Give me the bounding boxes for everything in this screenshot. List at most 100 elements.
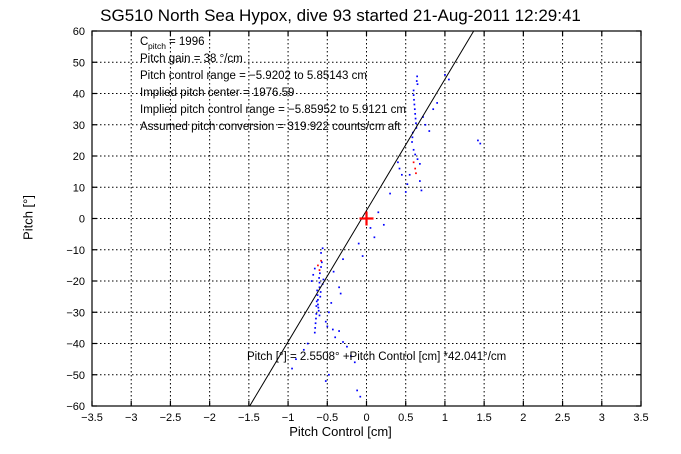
data-point bbox=[317, 298, 319, 301]
data-point bbox=[416, 75, 418, 78]
data-point bbox=[322, 278, 325, 281]
data-point bbox=[420, 189, 423, 192]
data-point bbox=[318, 281, 321, 284]
data-point bbox=[319, 291, 322, 293]
x-tick-label: −3 bbox=[125, 412, 138, 424]
data-point bbox=[415, 80, 418, 82]
data-point bbox=[339, 292, 342, 295]
annotation-equation: Pitch [°] = 2.5508° +Pitch Control [cm] … bbox=[247, 351, 506, 363]
data-point bbox=[414, 113, 417, 115]
x-tick-label: −3.5 bbox=[81, 412, 103, 424]
y-axis-label: Pitch [°] bbox=[20, 195, 36, 240]
x-tick-label: −2 bbox=[203, 412, 216, 424]
y-tick-label: 20 bbox=[73, 151, 85, 163]
data-point bbox=[315, 305, 318, 307]
annotation-line-1-subscript: pitch bbox=[148, 41, 166, 51]
y-tick-label: 50 bbox=[73, 57, 85, 69]
x-tick-label: −1.5 bbox=[238, 412, 260, 424]
data-point bbox=[422, 116, 424, 118]
y-tick-label: −10 bbox=[66, 245, 85, 257]
y-tick-label: −50 bbox=[66, 370, 85, 382]
data-point bbox=[414, 167, 417, 170]
data-point bbox=[411, 136, 414, 139]
data-point bbox=[310, 280, 313, 282]
data-point bbox=[295, 358, 297, 361]
annotation-line-6: Assumed pitch conversion = 319.922 count… bbox=[140, 121, 401, 133]
data-point bbox=[424, 123, 427, 126]
data-point bbox=[332, 270, 335, 273]
data-point bbox=[338, 330, 340, 332]
y-tick-label: 60 bbox=[73, 26, 85, 38]
x-tick-label: 2.5 bbox=[555, 412, 570, 424]
data-point bbox=[314, 327, 317, 329]
annotation-line-2: Pitch gain = 38 °/cm bbox=[140, 53, 243, 65]
data-point bbox=[324, 320, 327, 323]
data-point bbox=[317, 309, 320, 312]
y-tick-label: 0 bbox=[79, 214, 85, 226]
data-point bbox=[359, 395, 362, 398]
page-title: SG510 North Sea Hypox, dive 93 started 2… bbox=[100, 6, 581, 25]
data-point bbox=[436, 102, 438, 104]
data-point bbox=[330, 302, 333, 304]
data-point bbox=[319, 295, 322, 298]
annotation-block: C pitch = 1996 Pitch gain = 38 °/cm Pitc… bbox=[140, 36, 506, 363]
data-point bbox=[432, 108, 435, 111]
data-point bbox=[313, 267, 316, 270]
x-tick-label: 0.5 bbox=[398, 412, 413, 424]
y-axis-ticks: −60 −50 −40 −30 −20 −10 0 10 20 30 40 50 60 bbox=[66, 26, 641, 413]
data-point bbox=[397, 161, 399, 164]
data-point bbox=[328, 373, 330, 376]
data-point bbox=[315, 317, 317, 320]
data-point bbox=[331, 328, 334, 331]
data-point bbox=[477, 139, 479, 142]
data-point bbox=[318, 277, 320, 279]
data-point bbox=[318, 314, 321, 317]
data-point bbox=[326, 325, 329, 328]
data-point bbox=[306, 342, 309, 345]
data-point bbox=[406, 183, 409, 186]
data-point bbox=[334, 336, 337, 339]
data-point bbox=[356, 389, 358, 392]
data-point bbox=[414, 117, 417, 120]
data-point bbox=[316, 294, 319, 296]
data-point bbox=[413, 103, 416, 106]
data-point bbox=[320, 259, 322, 262]
data-point bbox=[338, 286, 340, 289]
y-tick-label: 40 bbox=[73, 89, 85, 101]
data-point bbox=[342, 258, 344, 261]
data-point bbox=[444, 73, 446, 76]
data-point bbox=[320, 252, 322, 254]
horizontal-gridlines bbox=[92, 61, 641, 376]
data-point bbox=[428, 130, 431, 132]
data-point bbox=[346, 345, 348, 348]
x-tick-label: 2 bbox=[520, 412, 526, 424]
y-tick-label: 30 bbox=[73, 120, 85, 132]
data-point bbox=[416, 158, 419, 161]
data-point bbox=[373, 236, 376, 239]
data-point bbox=[448, 78, 450, 81]
data-point bbox=[398, 167, 401, 170]
data-point bbox=[357, 242, 360, 245]
data-point bbox=[361, 255, 364, 257]
data-point bbox=[479, 142, 482, 145]
data-point bbox=[350, 355, 352, 357]
data-point bbox=[320, 261, 323, 264]
x-tick-label: 3 bbox=[599, 412, 605, 424]
data-point bbox=[315, 300, 318, 303]
data-point bbox=[415, 172, 417, 175]
x-tick-label: −1 bbox=[282, 412, 295, 424]
data-point bbox=[312, 273, 315, 276]
annotation-line-3: Pitch control range = −5.9202 to 5.85143… bbox=[140, 70, 367, 82]
data-point bbox=[414, 153, 417, 156]
data-point bbox=[319, 272, 321, 275]
data-point bbox=[412, 161, 415, 164]
annotation-line-4: Implied pitch center = 1976.59 bbox=[140, 87, 294, 99]
data-point bbox=[317, 303, 319, 306]
x-axis-label: Pitch Control [cm] bbox=[289, 424, 392, 439]
x-tick-label: 3.5 bbox=[633, 412, 648, 424]
x-axis-ticks: −3.5 −3 −2.5 −2 −1.5 −1 −0.5 0 0.5 1 1.5 2 2.5 3 3.5 bbox=[81, 31, 649, 424]
data-point bbox=[412, 89, 415, 92]
data-point bbox=[318, 286, 321, 289]
